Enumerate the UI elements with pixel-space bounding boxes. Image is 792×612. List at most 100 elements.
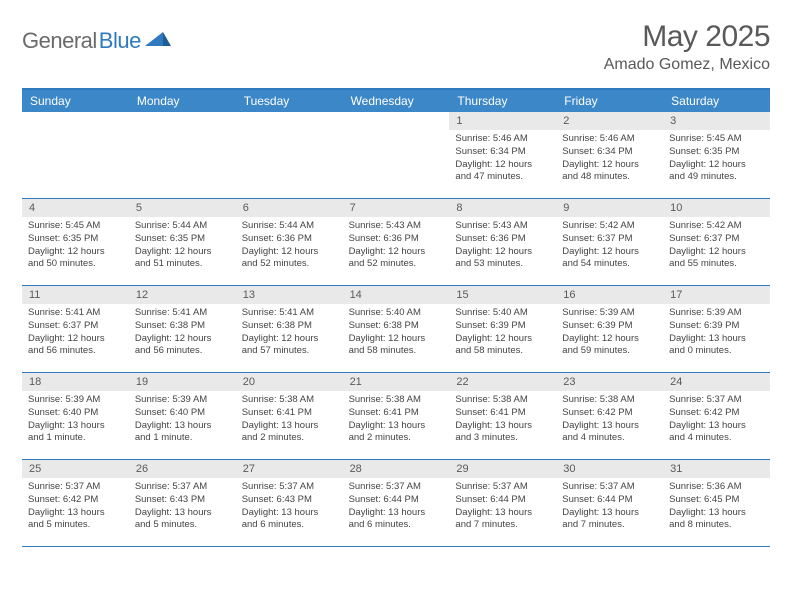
sunset-text: Sunset: 6:40 PM — [135, 407, 230, 420]
sunrise-text: Sunrise: 5:37 AM — [562, 481, 657, 494]
sunrise-text: Sunrise: 5:42 AM — [562, 220, 657, 233]
day-number: 30 — [556, 460, 663, 478]
day-details: Sunrise: 5:41 AMSunset: 6:37 PMDaylight:… — [22, 304, 129, 362]
day-number: 4 — [22, 199, 129, 217]
day-details: Sunrise: 5:39 AMSunset: 6:40 PMDaylight:… — [129, 391, 236, 449]
sunrise-text: Sunrise: 5:36 AM — [669, 481, 764, 494]
day-number: 10 — [663, 199, 770, 217]
daylight-text: Daylight: 12 hours and 56 minutes. — [135, 333, 230, 359]
sunrise-text: Sunrise: 5:43 AM — [349, 220, 444, 233]
day-number: 9 — [556, 199, 663, 217]
sunrise-text: Sunrise: 5:37 AM — [349, 481, 444, 494]
day-cell: 30Sunrise: 5:37 AMSunset: 6:44 PMDayligh… — [556, 460, 663, 546]
daylight-text: Daylight: 12 hours and 48 minutes. — [562, 159, 657, 185]
day-number: 27 — [236, 460, 343, 478]
sunrise-text: Sunrise: 5:41 AM — [242, 307, 337, 320]
sunset-text: Sunset: 6:36 PM — [455, 233, 550, 246]
day-number: 6 — [236, 199, 343, 217]
day-details: Sunrise: 5:38 AMSunset: 6:42 PMDaylight:… — [556, 391, 663, 449]
day-number: 1 — [449, 112, 556, 130]
calendar: Sunday Monday Tuesday Wednesday Thursday… — [22, 88, 770, 547]
daylight-text: Daylight: 13 hours and 1 minute. — [135, 420, 230, 446]
day-cell: 6Sunrise: 5:44 AMSunset: 6:36 PMDaylight… — [236, 199, 343, 285]
sunrise-text: Sunrise: 5:40 AM — [349, 307, 444, 320]
daylight-text: Daylight: 12 hours and 52 minutes. — [242, 246, 337, 272]
sunset-text: Sunset: 6:35 PM — [669, 146, 764, 159]
month-year: May 2025 — [604, 20, 770, 54]
day-number: 2 — [556, 112, 663, 130]
daylight-text: Daylight: 13 hours and 5 minutes. — [135, 507, 230, 533]
day-cell: 13Sunrise: 5:41 AMSunset: 6:38 PMDayligh… — [236, 286, 343, 372]
sunset-text: Sunset: 6:44 PM — [349, 494, 444, 507]
day-details: Sunrise: 5:39 AMSunset: 6:40 PMDaylight:… — [22, 391, 129, 449]
day-label: Friday — [556, 90, 663, 112]
sunset-text: Sunset: 6:37 PM — [669, 233, 764, 246]
sunset-text: Sunset: 6:42 PM — [669, 407, 764, 420]
day-details: Sunrise: 5:43 AMSunset: 6:36 PMDaylight:… — [449, 217, 556, 275]
day-number: 19 — [129, 373, 236, 391]
day-details: Sunrise: 5:39 AMSunset: 6:39 PMDaylight:… — [663, 304, 770, 362]
day-label: Thursday — [449, 90, 556, 112]
day-cell — [236, 112, 343, 198]
day-number: 16 — [556, 286, 663, 304]
sunrise-text: Sunrise: 5:37 AM — [135, 481, 230, 494]
sunrise-text: Sunrise: 5:46 AM — [455, 133, 550, 146]
day-details: Sunrise: 5:40 AMSunset: 6:38 PMDaylight:… — [343, 304, 450, 362]
sunset-text: Sunset: 6:39 PM — [455, 320, 550, 333]
day-details: Sunrise: 5:37 AMSunset: 6:44 PMDaylight:… — [449, 478, 556, 536]
day-number: 14 — [343, 286, 450, 304]
sunset-text: Sunset: 6:45 PM — [669, 494, 764, 507]
daylight-text: Daylight: 13 hours and 5 minutes. — [28, 507, 123, 533]
title-block: May 2025 Amado Gomez, Mexico — [604, 20, 770, 74]
day-cell: 21Sunrise: 5:38 AMSunset: 6:41 PMDayligh… — [343, 373, 450, 459]
daylight-text: Daylight: 13 hours and 2 minutes. — [349, 420, 444, 446]
daylight-text: Daylight: 13 hours and 8 minutes. — [669, 507, 764, 533]
day-cell: 29Sunrise: 5:37 AMSunset: 6:44 PMDayligh… — [449, 460, 556, 546]
sunrise-text: Sunrise: 5:38 AM — [242, 394, 337, 407]
sunrise-text: Sunrise: 5:41 AM — [135, 307, 230, 320]
sunrise-text: Sunrise: 5:37 AM — [669, 394, 764, 407]
daylight-text: Daylight: 12 hours and 57 minutes. — [242, 333, 337, 359]
day-details: Sunrise: 5:39 AMSunset: 6:39 PMDaylight:… — [556, 304, 663, 362]
day-cell: 25Sunrise: 5:37 AMSunset: 6:42 PMDayligh… — [22, 460, 129, 546]
day-cell: 10Sunrise: 5:42 AMSunset: 6:37 PMDayligh… — [663, 199, 770, 285]
sunset-text: Sunset: 6:41 PM — [242, 407, 337, 420]
brand-logo: GeneralBlue — [22, 20, 171, 54]
sunset-text: Sunset: 6:44 PM — [562, 494, 657, 507]
day-details: Sunrise: 5:41 AMSunset: 6:38 PMDaylight:… — [236, 304, 343, 362]
day-cell: 26Sunrise: 5:37 AMSunset: 6:43 PMDayligh… — [129, 460, 236, 546]
sunrise-text: Sunrise: 5:38 AM — [562, 394, 657, 407]
day-cell — [22, 112, 129, 198]
daylight-text: Daylight: 13 hours and 3 minutes. — [455, 420, 550, 446]
brand-general: General — [22, 28, 97, 54]
day-number: 17 — [663, 286, 770, 304]
sunset-text: Sunset: 6:37 PM — [28, 320, 123, 333]
day-label: Tuesday — [236, 90, 343, 112]
day-label: Saturday — [663, 90, 770, 112]
day-cell: 27Sunrise: 5:37 AMSunset: 6:43 PMDayligh… — [236, 460, 343, 546]
day-cell: 3Sunrise: 5:45 AMSunset: 6:35 PMDaylight… — [663, 112, 770, 198]
sunset-text: Sunset: 6:36 PM — [349, 233, 444, 246]
day-number: 31 — [663, 460, 770, 478]
daylight-text: Daylight: 13 hours and 1 minute. — [28, 420, 123, 446]
day-details: Sunrise: 5:41 AMSunset: 6:38 PMDaylight:… — [129, 304, 236, 362]
day-cell: 1Sunrise: 5:46 AMSunset: 6:34 PMDaylight… — [449, 112, 556, 198]
day-cell: 2Sunrise: 5:46 AMSunset: 6:34 PMDaylight… — [556, 112, 663, 198]
day-number: 7 — [343, 199, 450, 217]
daylight-text: Daylight: 12 hours and 56 minutes. — [28, 333, 123, 359]
day-details: Sunrise: 5:36 AMSunset: 6:45 PMDaylight:… — [663, 478, 770, 536]
day-cell: 31Sunrise: 5:36 AMSunset: 6:45 PMDayligh… — [663, 460, 770, 546]
weeks-container: 1Sunrise: 5:46 AMSunset: 6:34 PMDaylight… — [22, 112, 770, 547]
sunrise-text: Sunrise: 5:39 AM — [669, 307, 764, 320]
sunrise-text: Sunrise: 5:37 AM — [242, 481, 337, 494]
day-cell: 5Sunrise: 5:44 AMSunset: 6:35 PMDaylight… — [129, 199, 236, 285]
day-cell: 12Sunrise: 5:41 AMSunset: 6:38 PMDayligh… — [129, 286, 236, 372]
day-cell: 9Sunrise: 5:42 AMSunset: 6:37 PMDaylight… — [556, 199, 663, 285]
daylight-text: Daylight: 13 hours and 4 minutes. — [562, 420, 657, 446]
day-details: Sunrise: 5:45 AMSunset: 6:35 PMDaylight:… — [663, 130, 770, 188]
sunrise-text: Sunrise: 5:40 AM — [455, 307, 550, 320]
day-details: Sunrise: 5:38 AMSunset: 6:41 PMDaylight:… — [343, 391, 450, 449]
day-number: 29 — [449, 460, 556, 478]
day-label: Monday — [129, 90, 236, 112]
sunrise-text: Sunrise: 5:42 AM — [669, 220, 764, 233]
